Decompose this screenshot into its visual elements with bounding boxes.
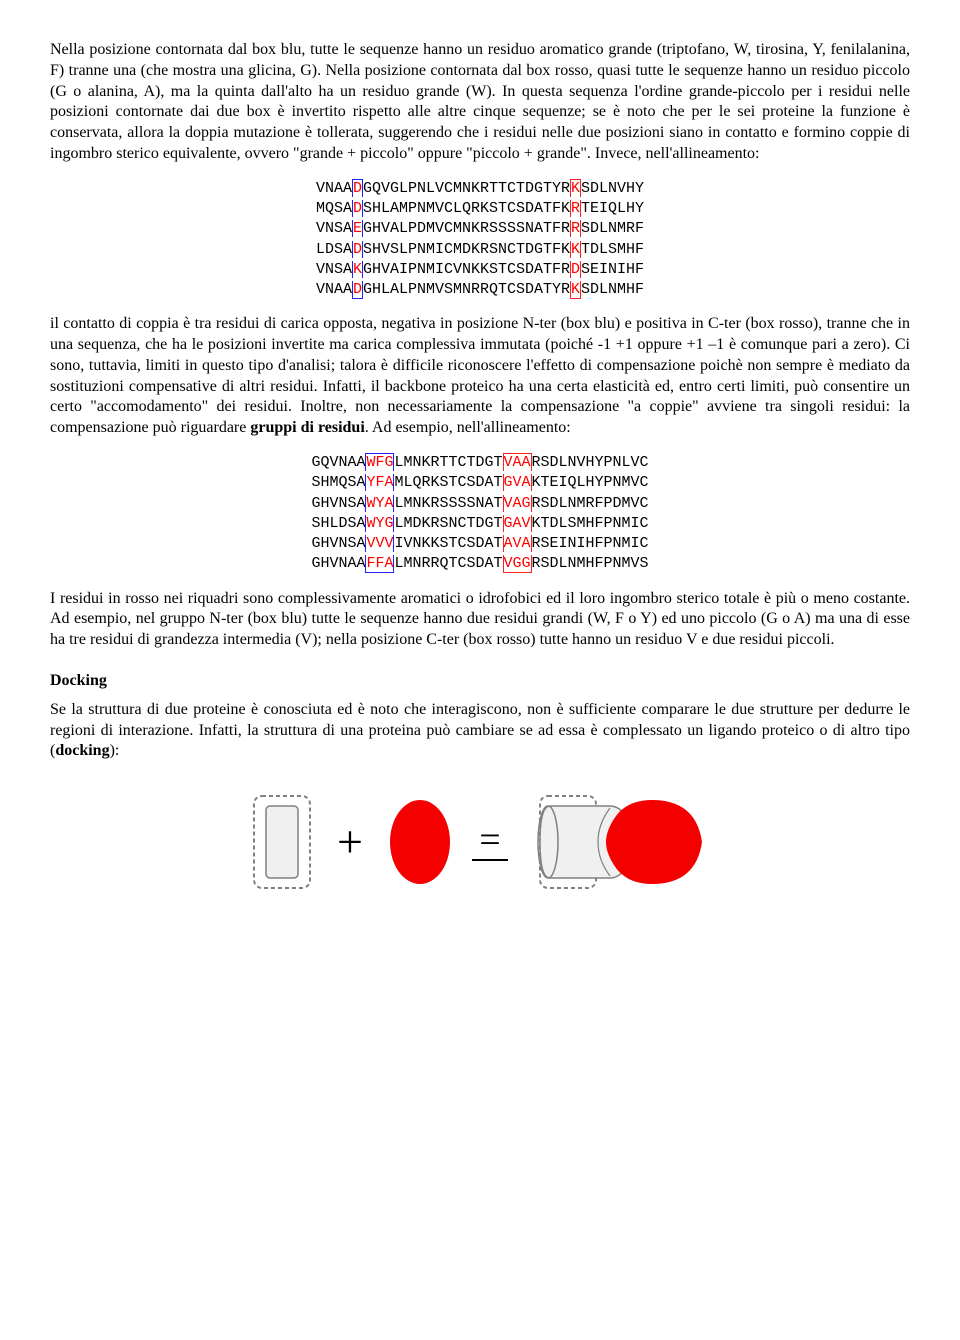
seq-segment: SHLDSA: [311, 515, 365, 532]
boxed-residue-blue: WFG: [365, 453, 394, 471]
alignment-row: GHVNSAWYALMNKRSSSSNATVAGRSDLNMRFPDMVC: [311, 494, 648, 514]
boxed-residue-red: R: [570, 200, 581, 217]
boxed-residue-blue: K: [352, 261, 363, 278]
boxed-residue-blue: D: [352, 281, 363, 299]
seq-segment: SDLNMHF: [581, 281, 644, 298]
alignment-row: SHMQSAYFAMLQRKSTCSDATGVAKTEIQLHYPNMVC: [311, 473, 648, 493]
paragraph-2: il contatto di coppia è tra residui di c…: [50, 314, 910, 439]
boxed-residue-blue: E: [352, 220, 363, 237]
alignment-row: MQSADSHLAMPNMVCLQRKSTCSDATFKRTEIQLHY: [316, 199, 644, 219]
alignment-row: VNSAKGHVAIPNMICVNKKSTCSDATFRDSEINIHF: [316, 260, 644, 280]
boxed-residue-red: GAV: [503, 515, 532, 532]
seq-segment: GHVNAA: [311, 555, 365, 572]
ligand-ellipse: [390, 800, 450, 884]
seq-segment: GQVNAA: [311, 454, 365, 471]
seq-segment: TDLSMHF: [581, 241, 644, 258]
seq-segment: VNSA: [316, 261, 352, 278]
alignment-1: VNAADGQVGLPNLVCMNKRTTCTDGTYRKSDLNVHYMQSA…: [50, 179, 910, 301]
docking-figure: + =: [50, 782, 910, 909]
alignment-2: GQVNAAWFGLMNKRTTCTDGTVAARSDLNVHYPNLVCSHM…: [50, 453, 910, 575]
seq-segment: TEIQLHY: [581, 200, 644, 217]
equals-sign: =: [479, 819, 500, 861]
para4-text-a: Se la struttura di due proteine è conosc…: [50, 701, 910, 760]
para2-bold: gruppi di residui: [250, 419, 364, 436]
docking-heading: Docking: [50, 671, 910, 692]
protein1-body: [266, 806, 298, 878]
alignment-row: GHVNSAVVVIVNKKSTCSDATAVARSEINIHFPNMIC: [311, 534, 648, 554]
boxed-residue-blue: YFA: [365, 474, 394, 491]
seq-segment: GQVGLPNLVCMNKRTTCTDGTYR: [363, 180, 570, 197]
paragraph-4: Se la struttura di due proteine è conosc…: [50, 700, 910, 762]
boxed-residue-red: AVA: [503, 535, 532, 552]
boxed-residue-blue: D: [352, 179, 363, 197]
seq-segment: VNAA: [316, 180, 352, 197]
boxed-residue-blue: WYG: [365, 515, 394, 532]
seq-segment: MLQRKSTCSDAT: [394, 474, 502, 491]
alignment-row: VNAADGQVGLPNLVCMNKRTTCTDGTYRKSDLNVHY: [316, 179, 644, 199]
alignment-row: SHLDSAWYGLMDKRSNCTDGTGAVKTDLSMHFPNMIC: [311, 514, 648, 534]
para4-bold: docking: [55, 742, 109, 759]
boxed-residue-red: K: [570, 281, 581, 299]
boxed-residue-red: GVA: [503, 474, 532, 491]
boxed-residue-blue: WYA: [365, 495, 394, 512]
seq-segment: RSDLNMHFPNMVS: [532, 555, 649, 572]
seq-segment: RSEINIHFPNMIC: [532, 535, 649, 552]
alignment-row: GHVNAAFFALMNRRQTCSDATVGGRSDLNMHFPNMVS: [311, 554, 648, 574]
seq-segment: KTDLSMHFPNMIC: [532, 515, 649, 532]
seq-segment: MQSA: [316, 200, 352, 217]
seq-segment: LMNRRQTCSDAT: [394, 555, 502, 572]
seq-segment: SDLNMRF: [581, 220, 644, 237]
boxed-residue-blue: D: [352, 241, 363, 258]
seq-segment: SHLAMPNMVCLQRKSTCSDATFK: [363, 200, 570, 217]
seq-segment: SHMQSA: [311, 474, 365, 491]
boxed-residue-red: K: [570, 179, 581, 197]
alignment-row: VNAADGHLALPNMVSMNRRQTCSDATYRKSDLNMHF: [316, 280, 644, 300]
boxed-residue-blue: FFA: [365, 555, 394, 573]
seq-segment: SEINIHF: [581, 261, 644, 278]
seq-segment: IVNKKSTCSDAT: [394, 535, 502, 552]
boxed-residue-blue: D: [352, 200, 363, 217]
seq-segment: RSDLNVHYPNLVC: [532, 454, 649, 471]
seq-segment: LMNKRSSSSNAT: [394, 495, 502, 512]
seq-segment: GHVAIPNMICVNKKSTCSDATFR: [363, 261, 570, 278]
ligand-docked: [606, 800, 702, 884]
seq-segment: SDLNVHY: [581, 180, 644, 197]
seq-segment: GHVALPDMVCMNKRSSSSNATFR: [363, 220, 570, 237]
alignment-row: LDSADSHVSLPNMICMDKRSNCTDGTFKKTDLSMHF: [316, 240, 644, 260]
boxed-residue-red: VGG: [503, 555, 532, 573]
boxed-residue-red: VAA: [503, 453, 532, 471]
paragraph-3: I residui in rosso nei riquadri sono com…: [50, 589, 910, 651]
plus-sign: +: [337, 816, 363, 867]
boxed-residue-blue: VVV: [365, 535, 394, 552]
seq-segment: GHVNSA: [311, 535, 365, 552]
para2-text-c: . Ad esempio, nell'allineamento:: [365, 419, 571, 436]
docking-svg: + =: [240, 782, 720, 902]
boxed-residue-red: D: [570, 261, 581, 278]
seq-segment: LDSA: [316, 241, 352, 258]
seq-segment: SHVSLPNMICMDKRSNCTDGTFK: [363, 241, 570, 258]
seq-segment: RSDLNMRFPDMVC: [532, 495, 649, 512]
seq-segment: LMNKRTTCTDGT: [394, 454, 502, 471]
seq-segment: LMDKRSNCTDGT: [394, 515, 502, 532]
seq-segment: GHVNSA: [311, 495, 365, 512]
seq-segment: KTEIQLHYPNMVC: [532, 474, 649, 491]
boxed-residue-red: R: [570, 220, 581, 237]
alignment-row: VNSAEGHVALPDMVCMNKRSSSSNATFRRSDLNMRF: [316, 219, 644, 239]
boxed-residue-red: K: [570, 241, 581, 258]
boxed-residue-red: VAG: [503, 495, 532, 512]
seq-segment: VNSA: [316, 220, 352, 237]
seq-segment: VNAA: [316, 281, 352, 298]
paragraph-1: Nella posizione contornata dal box blu, …: [50, 40, 910, 165]
para4-text-c: ):: [110, 742, 120, 759]
alignment-row: GQVNAAWFGLMNKRTTCTDGTVAARSDLNVHYPNLVC: [311, 453, 648, 473]
seq-segment: GHLALPNMVSMNRRQTCSDATYR: [363, 281, 570, 298]
